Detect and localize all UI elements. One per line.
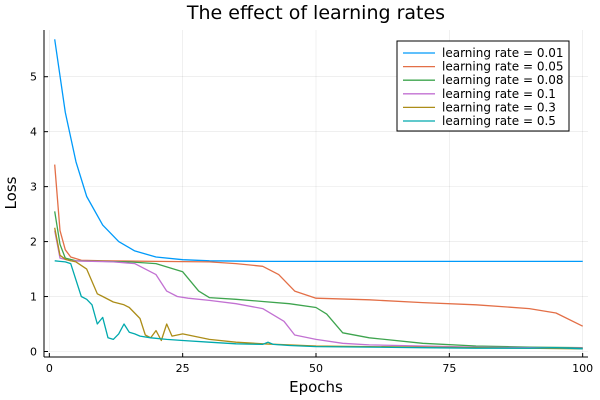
- legend-label: learning rate = 0.08: [442, 73, 564, 87]
- y-tick-label: 3: [30, 181, 37, 194]
- series-line-0: [54, 39, 583, 263]
- series-line-1: [54, 164, 583, 327]
- x-axis-title: Epochs: [289, 378, 343, 396]
- legend-label: learning rate = 0.01: [442, 46, 564, 60]
- y-axis-title: Loss: [2, 176, 20, 209]
- x-tick-label: 0: [46, 362, 53, 375]
- x-tick-label: 100: [572, 362, 593, 375]
- x-tick-label: 50: [309, 362, 323, 375]
- series-lines: [54, 39, 583, 350]
- legend-label: learning rate = 0.1: [442, 87, 556, 101]
- y-tick-label: 5: [30, 71, 37, 84]
- chart-title: The effect of learning rates: [186, 2, 445, 24]
- legend-label: learning rate = 0.05: [442, 60, 564, 74]
- y-tick-label: 1: [30, 291, 37, 304]
- legend-label: learning rate = 0.3: [442, 100, 556, 114]
- x-tick-labels: 0 25 50 75 100: [46, 353, 593, 375]
- legend-label: learning rate = 0.5: [442, 114, 556, 128]
- y-tick-labels: 0 1 2 3 4 5: [30, 71, 48, 359]
- y-tick-label: 0: [30, 346, 37, 359]
- grid: [44, 30, 588, 357]
- series-line-3: [54, 230, 583, 349]
- y-tick-label: 2: [30, 236, 37, 249]
- legend-box: [396, 40, 570, 132]
- series-line-4: [54, 227, 583, 350]
- series-line-2: [54, 211, 583, 349]
- y-tick-label: 4: [30, 126, 37, 139]
- series-line-5: [54, 260, 583, 350]
- x-tick-label: 75: [442, 362, 456, 375]
- x-tick-label: 25: [176, 362, 190, 375]
